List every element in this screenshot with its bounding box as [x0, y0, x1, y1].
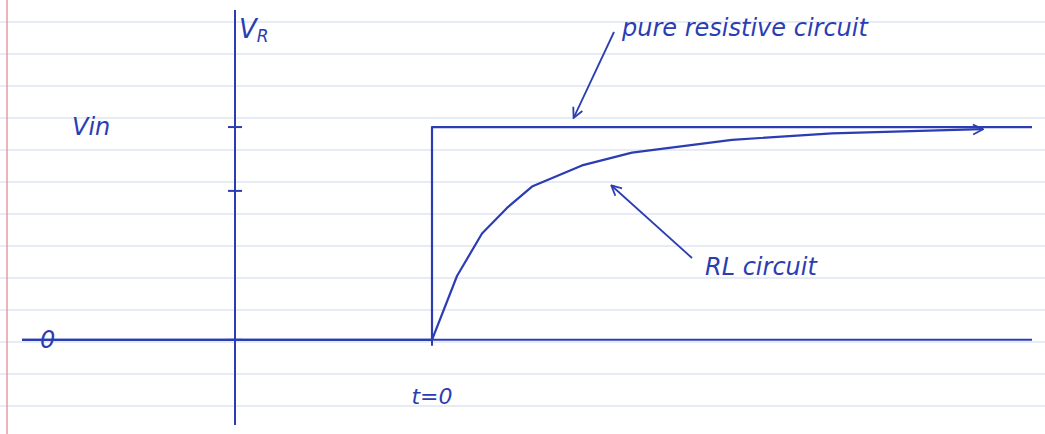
- series-annotation: pure resistive circuit: [621, 14, 869, 42]
- y-tick: [228, 126, 242, 128]
- paper-rule: [0, 374, 1045, 375]
- paper-rule: [0, 86, 1045, 87]
- paper-rule: [0, 150, 1045, 151]
- paper-rule: [0, 214, 1045, 215]
- annotation-arrow: [574, 32, 614, 117]
- paper-rule: [0, 342, 1045, 343]
- paper-rule: [0, 310, 1045, 311]
- paper-rule: [0, 278, 1045, 279]
- y-axis-title: VR: [239, 14, 269, 46]
- paper-rule: [0, 54, 1045, 55]
- paper-rule: [0, 246, 1045, 247]
- paper-rule: [0, 118, 1045, 119]
- y-tick-label: Vin: [72, 113, 110, 141]
- series-line: [432, 129, 982, 340]
- paper-margin: [6, 0, 8, 434]
- paper-rule: [0, 22, 1045, 23]
- series-annotation: RL circuit: [705, 253, 818, 281]
- series-line: [22, 127, 1032, 340]
- y-axis-line: [234, 10, 236, 425]
- paper: [0, 0, 1045, 434]
- chart: VR0Vint=0pure resistive circuitRL circui…: [0, 0, 1045, 434]
- series-group: [22, 127, 1032, 340]
- paper-rule: [0, 182, 1045, 183]
- x-tick-label: t=0: [411, 384, 452, 409]
- paper-rule: [0, 406, 1045, 407]
- y-tick: [228, 190, 242, 192]
- annotation-arrow: [612, 186, 692, 258]
